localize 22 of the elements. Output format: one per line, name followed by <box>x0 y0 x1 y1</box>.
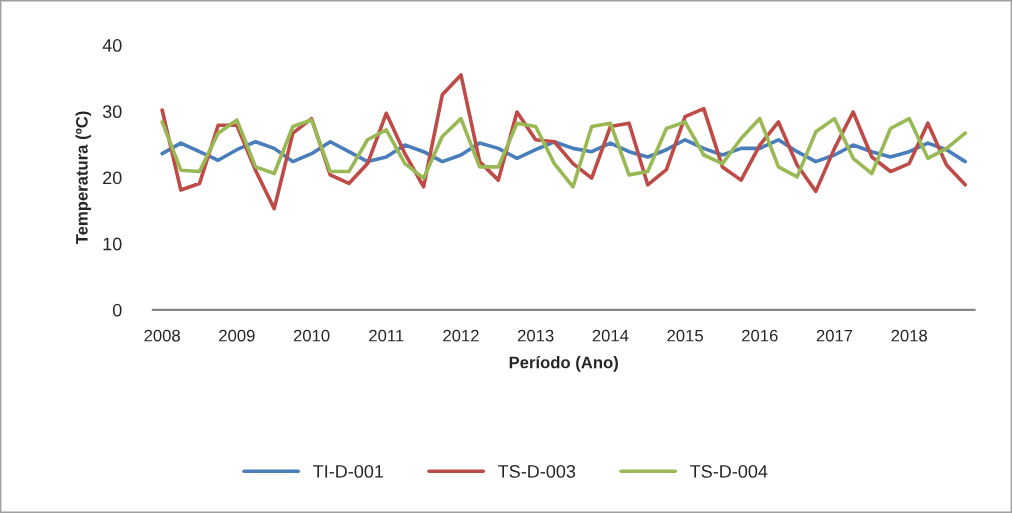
x-tick-label: 2008 <box>144 329 180 342</box>
y-tick-label: 20 <box>103 171 122 185</box>
y-tick-label: 40 <box>102 39 122 52</box>
x-tick-label: 2015 <box>667 329 703 342</box>
x-tick-label: 2013 <box>517 329 554 342</box>
x-tick-label: 2017 <box>816 329 853 342</box>
x-tick-label: 2016 <box>742 329 778 342</box>
legend-label: TS-D-004 <box>690 465 768 478</box>
x-axis-title: Período (Ano) <box>509 355 618 372</box>
y-tick-label: 30 <box>102 105 122 119</box>
y-axis-title: Temperatura (ºC) <box>75 111 92 245</box>
x-tick-label: 2018 <box>891 329 928 342</box>
x-tick-label: 2012 <box>443 329 479 342</box>
x-tick-label: 2014 <box>592 329 629 342</box>
legend-label: TS-D-003 <box>498 465 576 478</box>
x-tick-label: 2009 <box>219 329 255 342</box>
y-tick-label: 10 <box>103 237 122 251</box>
x-tick-label: 2010 <box>293 329 330 342</box>
y-tick-label: 0 <box>112 303 122 317</box>
legend-label: TI-D-001 <box>313 465 384 478</box>
line-series <box>160 116 968 189</box>
x-tick-label: 2011 <box>369 329 404 342</box>
